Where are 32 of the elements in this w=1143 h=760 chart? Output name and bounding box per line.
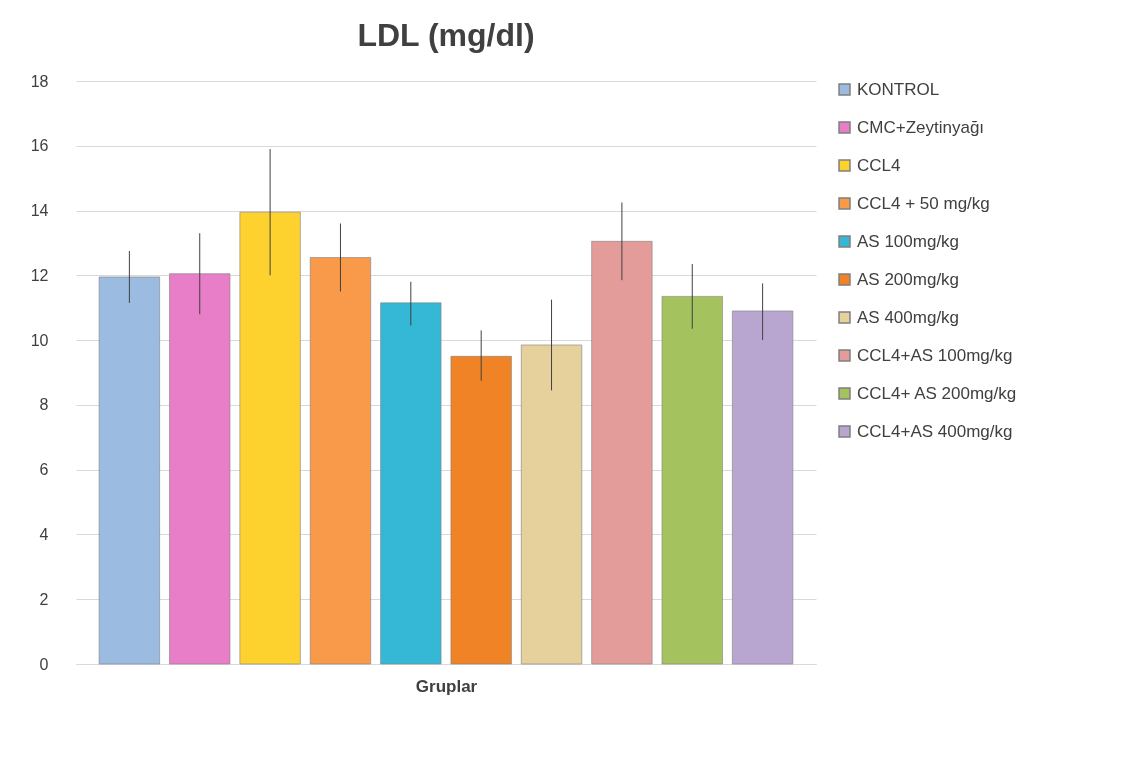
bar xyxy=(98,276,160,665)
y-tick-label: 10 xyxy=(30,331,49,349)
y-tick-label: 14 xyxy=(30,202,49,220)
legend-label: CMC+Zeytinyağı xyxy=(857,117,985,137)
bar xyxy=(239,211,301,665)
bar xyxy=(169,273,231,665)
bar xyxy=(520,344,583,665)
bar xyxy=(450,356,512,665)
legend-label: CCL4 + 50 mg/kg xyxy=(857,193,990,213)
y-tick-label: 6 xyxy=(39,461,49,479)
legend-label: AS 100mg/kg xyxy=(857,231,960,251)
y-tick-label: 4 xyxy=(39,525,49,543)
legend-label: CCL4 xyxy=(857,155,901,175)
bar xyxy=(732,310,794,665)
y-tick-label: 0 xyxy=(39,655,49,673)
bar xyxy=(661,296,723,665)
y-tick-label: 16 xyxy=(30,137,49,155)
legend-label: KONTROL xyxy=(857,79,940,99)
chart-title: LDL (mg/dl) xyxy=(357,17,535,53)
y-tick-label: 8 xyxy=(39,396,49,414)
y-tick-label: 2 xyxy=(39,590,49,608)
bar xyxy=(309,257,372,665)
y-tick-label: 18 xyxy=(30,72,49,90)
legend-label: AS 200mg/kg xyxy=(857,269,960,289)
legend-label: CCL4+AS 100mg/kg xyxy=(857,345,1013,365)
x-axis-title: Gruplar xyxy=(415,676,478,696)
legend-label: CCL4+ AS 200mg/kg xyxy=(857,383,1017,403)
bar xyxy=(591,241,653,665)
bar xyxy=(380,302,442,665)
legend-label: AS 400mg/kg xyxy=(857,307,960,327)
legend-label: CCL4+AS 400mg/kg xyxy=(857,421,1013,441)
y-tick-label: 12 xyxy=(30,266,49,284)
